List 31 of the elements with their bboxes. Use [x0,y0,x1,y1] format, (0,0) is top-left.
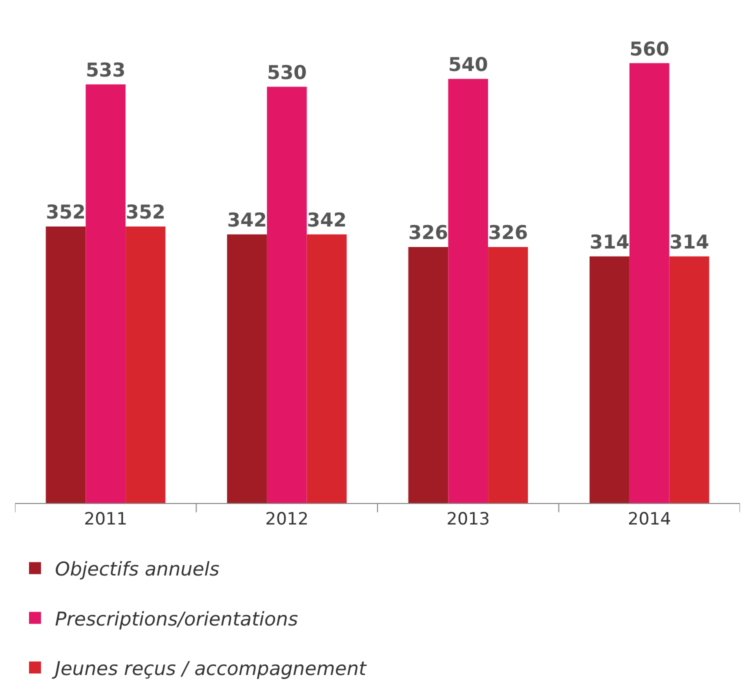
bar [227,234,267,503]
bar [86,84,126,503]
data-label: 352 [46,200,86,224]
data-label: 342 [306,208,347,232]
bar [669,256,710,503]
data-label: 533 [86,58,126,82]
legend-label: Jeunes reçus / accompagnement [51,658,368,680]
data-label: 560 [629,37,670,60]
data-label: 342 [227,208,267,232]
bar [488,246,528,503]
data-label: 352 [126,200,166,224]
data-label: 530 [266,60,307,84]
bar [126,226,166,503]
x-tick-label: 2013 [446,509,490,530]
bar [590,256,630,503]
x-tick-label: 2012 [265,509,309,530]
bar [306,234,347,503]
x-tick-label: 2011 [84,509,128,530]
data-label: 314 [590,230,630,254]
data-label: 314 [669,230,710,254]
bar [448,78,488,503]
legend-label: Objectifs annuels [55,558,220,581]
x-tick-label: 2014 [628,509,672,530]
bar [408,246,448,503]
data-label: 540 [448,53,488,76]
data-label: 326 [488,221,528,244]
bar [266,86,307,503]
bar [46,226,86,503]
bar [629,63,670,503]
data-label: 326 [408,221,448,244]
legend-label: Prescriptions/orientations [55,608,298,630]
